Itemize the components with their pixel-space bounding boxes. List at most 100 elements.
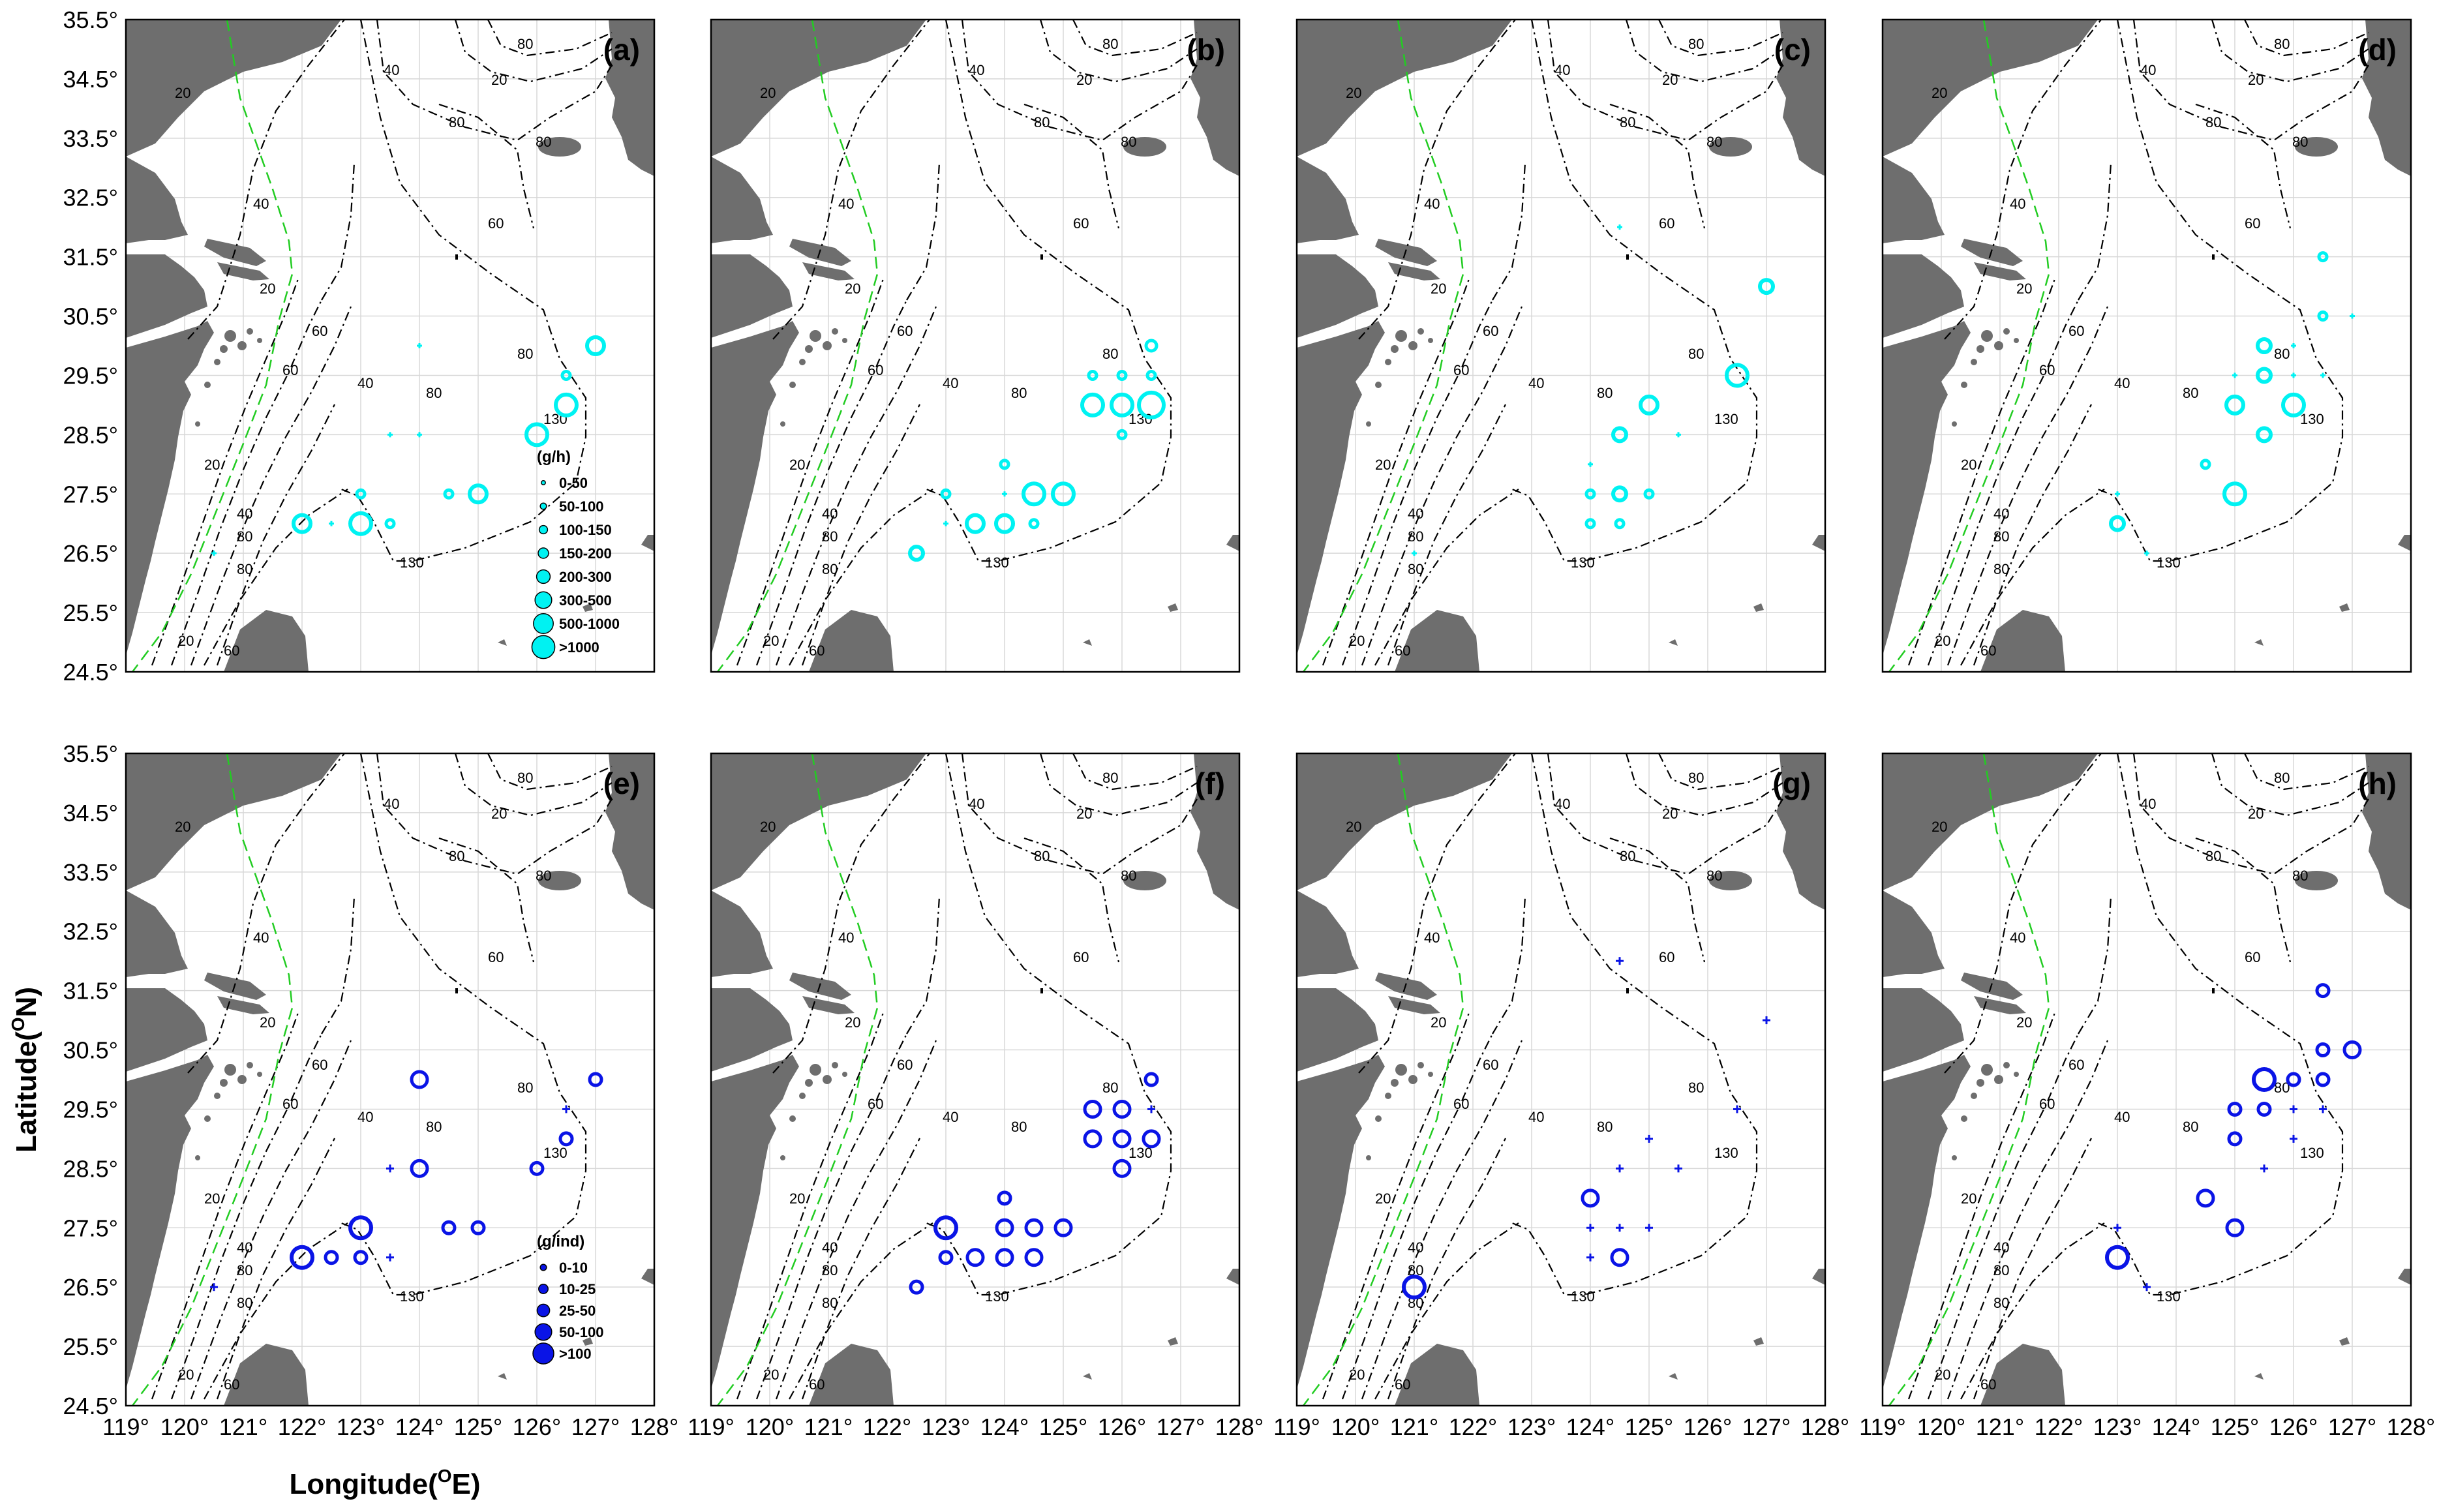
map-panel: 2040408020808020606040808013013020408080… <box>1881 18 2412 673</box>
legend-symbol <box>538 1284 549 1294</box>
station-marker <box>2315 1042 2331 1058</box>
station-marker <box>999 459 1010 470</box>
station-marker <box>2320 372 2325 378</box>
isobath-label: 80 <box>1408 528 1423 545</box>
station-marker <box>1110 392 1134 417</box>
station-marker <box>1144 1072 1159 1087</box>
lon-tick-label: 125° <box>1625 1414 1673 1440</box>
isobath-label: 80 <box>237 1295 252 1311</box>
isobath-label: 60 <box>1659 215 1674 232</box>
station-marker <box>1643 488 1655 500</box>
isobath-label: 130 <box>2157 554 2181 571</box>
legend-symbol <box>539 1263 547 1271</box>
panel-label: (b) <box>1187 33 1225 67</box>
station-marker <box>585 335 606 356</box>
lat-tick-label: 32.5° <box>63 185 118 211</box>
station-marker <box>384 518 396 530</box>
isobath-label: 80 <box>426 1119 442 1135</box>
station-marker <box>965 513 986 534</box>
lon-tick-label: 122° <box>278 1414 326 1440</box>
isobath-label: 20 <box>1431 1014 1446 1031</box>
station-marker <box>1616 957 1624 965</box>
isobath-label: 80 <box>237 1262 252 1278</box>
isobath-label: 20 <box>2248 72 2264 88</box>
isobath-label: 40 <box>357 1109 373 1125</box>
map-panel: 2040408020808020606040808013013020408080… <box>125 18 656 673</box>
isobath-label: 80 <box>822 528 838 545</box>
isobath-label: 60 <box>312 1057 327 1073</box>
isobath-label: 20 <box>760 819 776 835</box>
isobath-label: 20 <box>760 85 776 101</box>
isobath-label: 60 <box>897 323 913 339</box>
isobath-label: 60 <box>1395 1376 1410 1393</box>
isobath-label: 40 <box>1408 1239 1423 1256</box>
lat-tick-label: 27.5° <box>63 1215 118 1241</box>
station-marker <box>2227 1101 2243 1117</box>
lon-tick-label: 125° <box>1039 1414 1087 1440</box>
isobath-label: 20 <box>1346 85 1361 101</box>
station-marker <box>2317 310 2329 322</box>
isobath-label: 60 <box>282 362 298 378</box>
station-marker <box>2342 1040 2362 1060</box>
lat-tick-label: 26.5° <box>63 540 118 567</box>
station-marker <box>2144 551 2149 556</box>
station-marker <box>1112 1129 1132 1149</box>
isobath-label: 60 <box>809 1376 825 1393</box>
station-marker <box>1053 1218 1073 1237</box>
station-marker <box>2315 1072 2331 1087</box>
panel-frame <box>125 752 656 1407</box>
isobath-label: 20 <box>1961 457 1977 473</box>
station-marker <box>1725 363 1750 388</box>
station-marker <box>2260 1164 2268 1173</box>
isobath-label: 20 <box>2248 806 2264 822</box>
legend-entry: 200-300 <box>559 569 612 585</box>
isobath-label: 20 <box>763 633 779 649</box>
isobath-label: 20 <box>789 457 805 473</box>
station-marker <box>524 422 549 447</box>
station-marker <box>1083 1099 1102 1119</box>
lon-tick-label: 123° <box>337 1414 385 1440</box>
isobath-label: 60 <box>1659 949 1674 965</box>
station-marker <box>1676 432 1681 438</box>
station-marker <box>1112 1158 1132 1178</box>
station-marker <box>1137 390 1166 419</box>
isobath-label: 60 <box>2068 323 2084 339</box>
isobath-label: 130 <box>2300 411 2324 427</box>
isobath-label: 60 <box>1395 643 1410 659</box>
isobath-label: 60 <box>312 323 327 339</box>
station-marker <box>1051 481 1076 507</box>
legend-entry: 25-50 <box>559 1303 596 1319</box>
isobath-label: 80 <box>1597 1119 1613 1135</box>
station-marker <box>1616 1164 1624 1173</box>
isobath-label: 20 <box>1961 1190 1977 1207</box>
lat-tick-label: 26.5° <box>63 1274 118 1301</box>
lon-tick-label: 121° <box>1390 1414 1438 1440</box>
station-marker <box>1586 1253 1594 1262</box>
lon-tick-label: 127° <box>571 1414 620 1440</box>
isobath-label: 80 <box>2292 868 2308 884</box>
station-marker <box>560 369 572 381</box>
isobath-label: 20 <box>178 1367 194 1383</box>
station-marker <box>2290 1105 2297 1113</box>
isobath-label: 40 <box>969 796 984 812</box>
isobath-label: 80 <box>1993 1262 2009 1278</box>
legend-symbol <box>536 1303 551 1318</box>
lon-tick-label: 123° <box>1507 1414 1556 1440</box>
legend-entry: >100 <box>559 1346 592 1362</box>
isobath-label: 80 <box>2274 770 2290 786</box>
isobath-label: 60 <box>897 1057 913 1073</box>
isobath-label: 130 <box>1714 1145 1738 1161</box>
station-marker <box>1763 1016 1770 1025</box>
isobath-label: 80 <box>2292 134 2308 150</box>
station-marker <box>908 545 925 562</box>
station-marker <box>2225 1218 2245 1237</box>
lon-tick-label: 120° <box>1331 1414 1380 1440</box>
isobath-label: 80 <box>1034 848 1050 864</box>
station-marker <box>1147 1105 1155 1113</box>
legend-title: (g/ind) <box>537 1233 584 1250</box>
isobath-label: 80 <box>1688 1080 1704 1096</box>
isobath-label: 40 <box>253 196 269 212</box>
isobath-label: 40 <box>1408 506 1423 522</box>
isobath-label: 20 <box>1375 457 1391 473</box>
isobath-label: 40 <box>2114 375 2130 391</box>
